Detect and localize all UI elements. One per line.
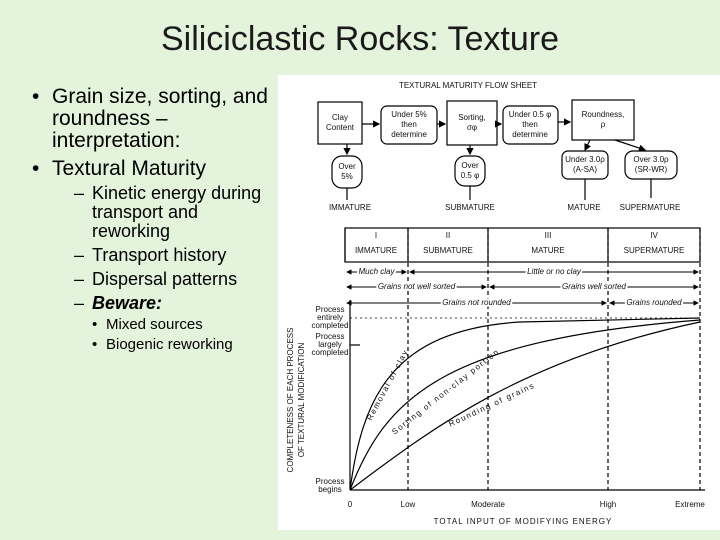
result-box-label: (SR-WR) — [635, 165, 668, 174]
y-axis-title: OF TEXTURAL MODIFICATION — [297, 343, 306, 458]
stage-table — [344, 227, 705, 491]
range-label: Grains not rounded — [442, 298, 511, 307]
flow-box-label: Under 5% — [391, 110, 427, 119]
y-level-label: largely — [318, 340, 342, 349]
flow-box-label: σφ — [467, 123, 477, 132]
y-level-label: completed — [312, 321, 349, 330]
y-level-label: Process — [316, 332, 345, 341]
bullet-list: Grain size, sorting, and roundness – int… — [32, 86, 272, 359]
stage-numeral: II — [446, 231, 450, 240]
stage-numeral: III — [545, 231, 552, 240]
y-level-label: Process — [316, 477, 345, 486]
flow-box-label: determine — [391, 130, 427, 139]
result-box-label: 5% — [341, 172, 353, 181]
y-level-label: completed — [312, 348, 349, 357]
flow-box-label: Clay — [332, 113, 348, 122]
outcome-label: SUBMATURE — [445, 203, 495, 212]
sub-bullet: Transport history — [72, 246, 267, 266]
x-label: 0 — [348, 500, 353, 509]
x-label: Low — [401, 500, 416, 509]
flow-box-label: Under 0.5 φ — [509, 110, 552, 119]
sub-list: Mixed sources Biogenic reworking — [92, 317, 267, 354]
sub-sub-bullet: Mixed sources — [92, 317, 267, 334]
x-label: High — [600, 500, 616, 509]
x-label: Moderate — [471, 500, 505, 509]
stage-name: IMMATURE — [355, 246, 397, 255]
flow-box-label: Roundness, — [582, 110, 625, 119]
flow-box-label: then — [522, 120, 538, 129]
flow-box-label: Content — [326, 123, 355, 132]
x-axis-title: TOTAL INPUT OF MODIFYING ENERGY — [434, 517, 613, 526]
bullet: Grain size, sorting, and roundness – int… — [32, 86, 272, 152]
result-box-label: Over — [461, 161, 479, 170]
sub-bullet: Beware: Mixed sources Biogenic reworking — [72, 293, 267, 354]
range-label: Grains not well sorted — [378, 282, 456, 291]
result-box-label: (A-SA) — [573, 165, 597, 174]
result-box-label: Over 3.0ρ — [633, 155, 669, 164]
outcome-label: MATURE — [567, 203, 600, 212]
flow-box-label: then — [401, 120, 417, 129]
sub-list: Kinetic energy during transport and rewo… — [72, 184, 272, 354]
sub-sub-bullet: Biogenic reworking — [92, 337, 267, 354]
sub-bullet: Kinetic energy during transport and rewo… — [72, 184, 267, 241]
flow-box-label: ρ — [601, 120, 606, 129]
range-label: Little or no clay — [527, 267, 582, 276]
flow-box-label: determine — [512, 130, 548, 139]
bullet: Textural Maturity Kinetic energy during … — [32, 157, 272, 354]
outcome-label: IMMATURE — [329, 203, 371, 212]
y-axis-title: COMPLETENESS OF EACH PROCESS — [286, 328, 295, 473]
flow-box-label: Sorting, — [458, 113, 486, 122]
result-box-label: 0.5 φ — [461, 171, 480, 180]
flow-shapes — [317, 99, 678, 200]
range-label: Grains well sorted — [562, 282, 627, 291]
stage-name: SUBMATURE — [423, 246, 473, 255]
stage-name: MATURE — [531, 246, 564, 255]
outcome-label: SUPERMATURE — [620, 203, 681, 212]
y-level-label: begins — [318, 485, 342, 494]
result-box-label: Under 3.0ρ — [565, 155, 605, 164]
bullet-text: Textural Maturity — [52, 157, 207, 180]
bullet-text: Beware: — [92, 293, 163, 313]
result-box-label: Over — [338, 162, 356, 171]
range-label: Grains rounded — [626, 298, 682, 307]
stage-name: SUPERMATURE — [624, 246, 685, 255]
range-label: Much clay — [358, 267, 395, 276]
slide-title: Siliciclastic Rocks: Texture — [160, 20, 560, 58]
y-level-label: entirely — [317, 313, 343, 322]
stage-numeral: IV — [650, 231, 658, 240]
y-level-label: Process — [316, 305, 345, 314]
x-label: Extreme — [675, 500, 705, 509]
stage-numeral: I — [375, 231, 377, 240]
sub-bullet: Dispersal patterns — [72, 270, 267, 290]
flow-title: TEXTURAL MATURITY FLOW SHEET — [399, 81, 537, 90]
